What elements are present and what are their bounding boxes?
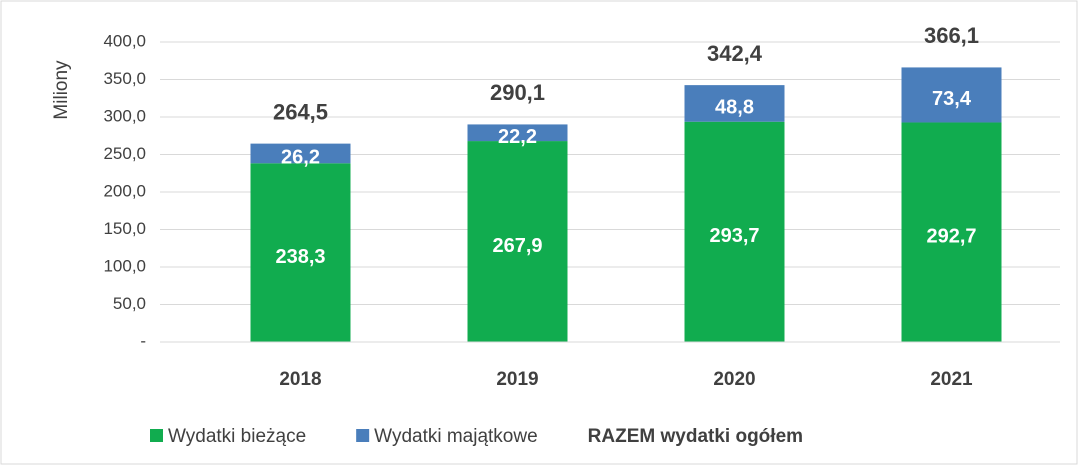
legend-swatch <box>356 429 370 442</box>
y-tick-label: 50,0 <box>113 294 146 313</box>
legend-label: Wydatki majątkowe <box>374 426 538 447</box>
y-tick-label: 300,0 <box>103 106 146 125</box>
bar-segment <box>467 124 568 142</box>
legend-swatch <box>150 429 163 442</box>
value-label: 73,4 <box>932 88 972 110</box>
x-tick-label: 2019 <box>496 369 538 390</box>
value-label: 22,2 <box>498 126 537 148</box>
y-tick-label: 250,0 <box>103 144 146 163</box>
bar-segment <box>467 141 568 342</box>
value-label: 238,3 <box>275 246 325 268</box>
value-label: 267,9 <box>492 235 542 257</box>
bar-segment <box>684 85 785 122</box>
total-label: 290,1 <box>490 80 545 105</box>
value-label: 26,2 <box>281 147 320 169</box>
y-tick-label: 350,0 <box>103 69 146 88</box>
y-tick-label: 200,0 <box>103 181 146 200</box>
x-tick-label: 2018 <box>279 369 321 390</box>
bar-segment <box>684 121 785 342</box>
total-label: 264,5 <box>273 99 328 124</box>
value-label: 293,7 <box>709 225 759 247</box>
legend-label: RAZEM wydatki ogółem <box>588 426 803 447</box>
bar-segment <box>250 143 351 164</box>
y-tick-label: 400,0 <box>103 31 146 50</box>
bar-segment <box>901 67 1002 123</box>
x-tick-label: 2020 <box>713 369 755 390</box>
x-tick-label: 2021 <box>930 369 973 390</box>
value-label: 292,7 <box>926 226 976 248</box>
total-label: 342,4 <box>707 41 763 66</box>
y-tick-label: 100,0 <box>103 256 146 275</box>
total-label: 366,1 <box>924 23 979 48</box>
legend-label: Wydatki bieżące <box>168 426 306 447</box>
bar-segment <box>901 122 1002 342</box>
y-axis-label: Miliony <box>51 60 72 120</box>
y-tick-label: - <box>140 331 146 350</box>
bar-segment <box>250 163 351 342</box>
value-label: 48,8 <box>715 97 754 119</box>
y-tick-label: 150,0 <box>103 219 146 238</box>
